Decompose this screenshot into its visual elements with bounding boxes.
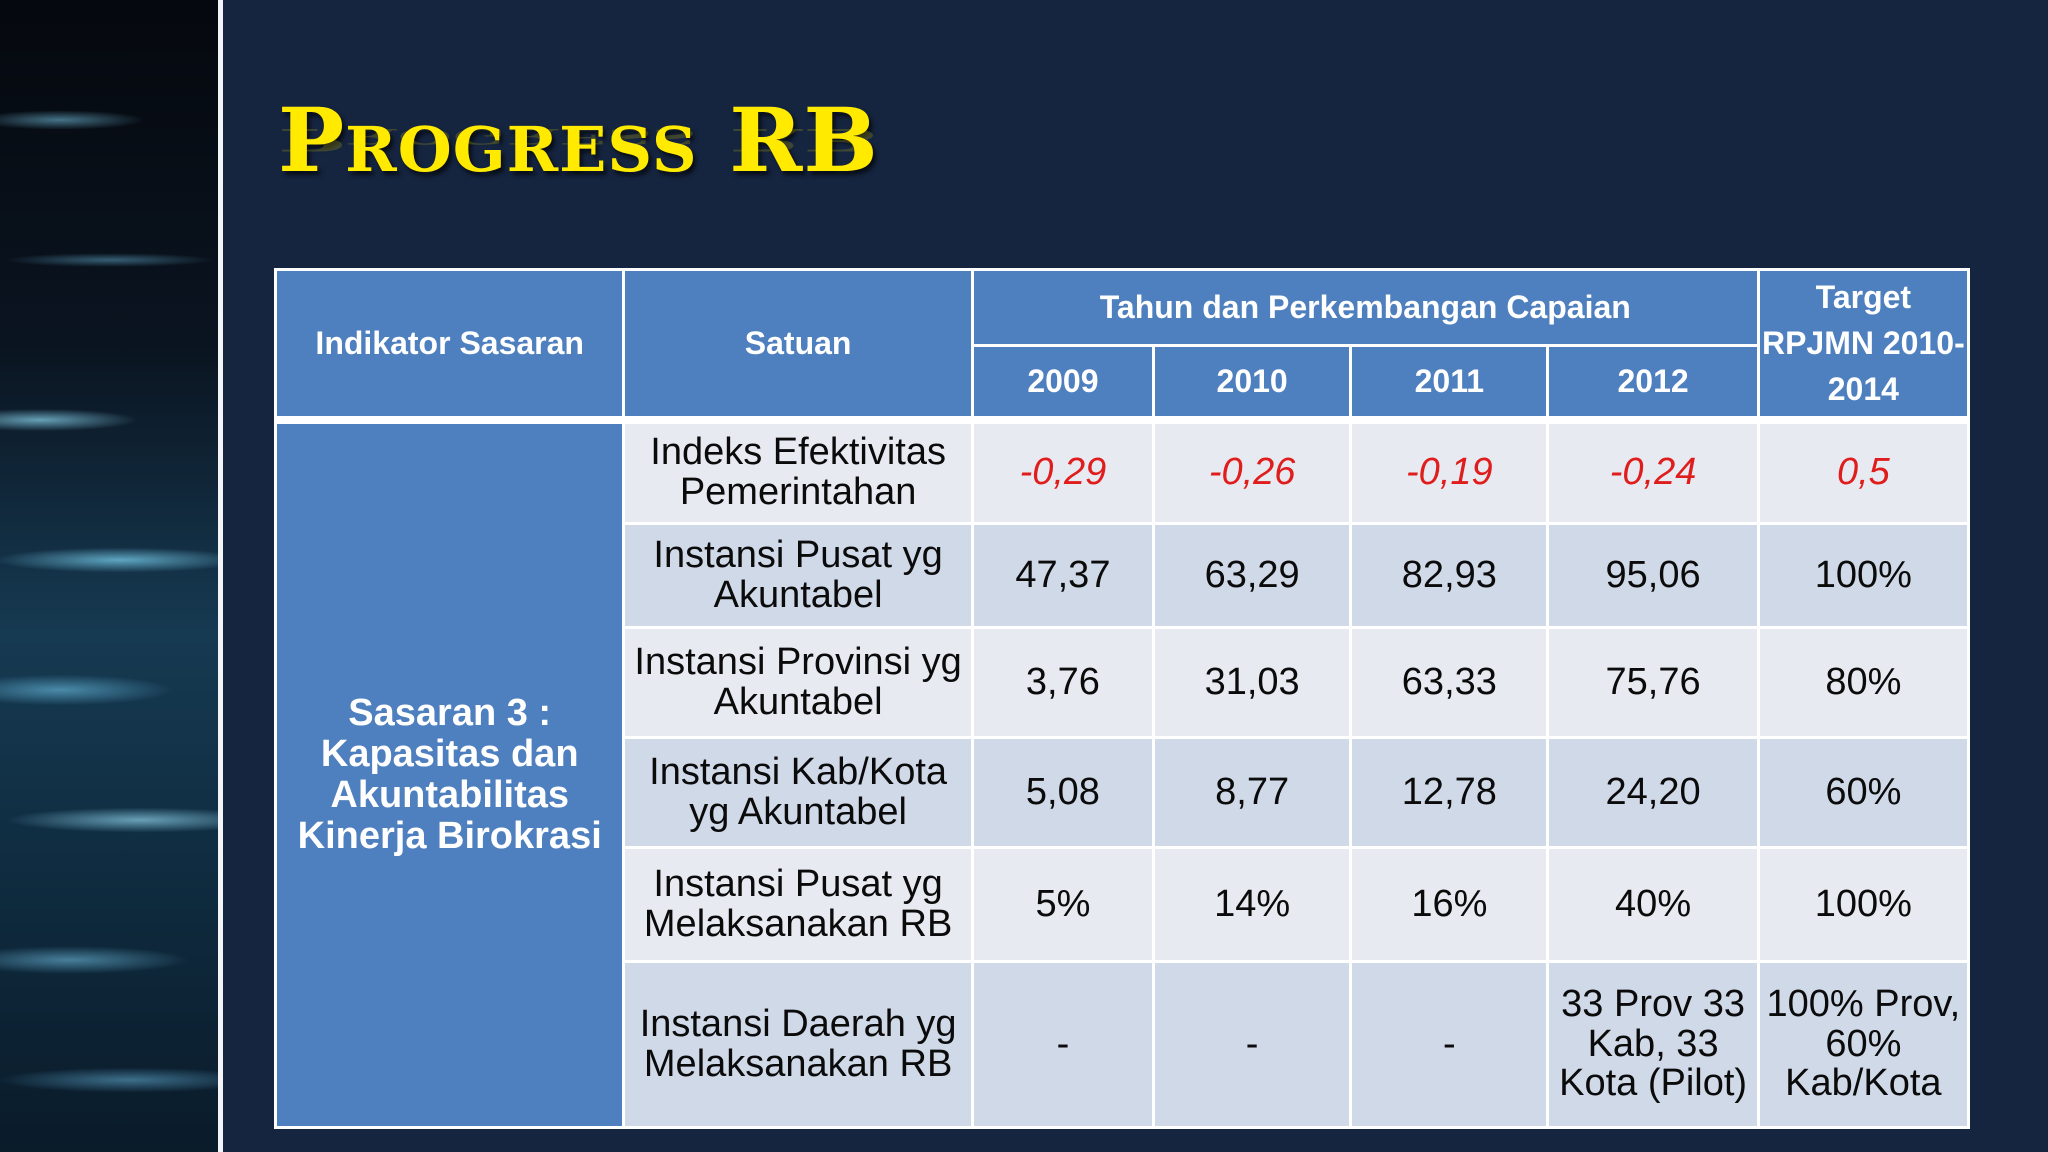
row-value-2012: 24,20 [1546,736,1760,849]
row-value-2011: 16% [1349,846,1550,963]
row-indikator: Instansi Provinsi yg Akuntabel [622,626,974,739]
header-indikator: Indikator Sasaran [273,268,626,421]
slide-title: Progress RB [278,88,879,192]
header-year-2012: 2012 [1546,344,1760,421]
row-target: 80% [1756,626,1971,739]
row-value-2012: -0,24 [1546,415,1760,525]
row-indikator: Instansi Kab/Kota yg Akuntabel [622,736,974,849]
row-value-2010: 31,03 [1152,626,1353,739]
row-indikator: Instansi Daerah yg Melaksanakan RB [622,960,974,1129]
row-value-2012: 75,76 [1546,626,1760,739]
row-value-2010: - [1152,960,1353,1129]
row-target: 100% Prov, 60% Kab/Kota [1756,960,1971,1129]
row-value-2010: 63,29 [1152,522,1353,629]
header-year-2010: 2010 [1152,344,1353,421]
row-value-2010: 8,77 [1152,736,1353,849]
decorative-water-strip [0,0,218,1152]
row-target: 60% [1756,736,1971,849]
row-value-2011: 82,93 [1349,522,1550,629]
group-label-sasaran-3: Sasaran 3 : Kapasitas dan Akuntabilitas … [273,415,626,1129]
row-value-2009: 5,08 [970,736,1156,849]
row-value-2009: -0,29 [970,415,1156,525]
row-value-2011: 12,78 [1349,736,1550,849]
table-row: Sasaran 3 : Kapasitas dan Akuntabilitas … [273,415,1971,1129]
row-value-2009: 5% [970,846,1156,963]
row-value-2009: 47,37 [970,522,1156,629]
header-year-2009: 2009 [970,344,1156,421]
table-row: Instansi Pusat yg Akuntabel 47,37 63,29 … [276,522,1971,629]
row-target: 0,5 [1756,415,1971,525]
table-row: Instansi Daerah yg Melaksanakan RB - - -… [276,960,1971,1129]
row-value-2011: 63,33 [1349,626,1550,739]
header-target: Target RPJMN 2010-2014 [1756,268,1971,421]
row-value-2012: 33 Prov 33 Kab, 33 Kota (Pilot) [1546,960,1760,1129]
row-value-2009: - [970,960,1156,1129]
row-indikator: Indeks Efektivitas Pemerintahan [622,415,974,525]
row-value-2011: -0,19 [1349,415,1550,525]
table-row: Instansi Pusat yg Melaksanakan RB 5% 14%… [276,846,1971,963]
row-value-2012: 40% [1546,846,1760,963]
row-value-2012: 95,06 [1546,522,1760,629]
table-row: Instansi Provinsi yg Akuntabel 3,76 31,0… [276,626,1971,739]
row-target: 100% [1756,522,1971,629]
row-value-2010: 14% [1152,846,1353,963]
row-indikator: Instansi Pusat yg Akuntabel [622,522,974,629]
title-reflection: Progress RB [278,121,879,158]
vertical-divider [218,0,223,1152]
row-value-2010: -0,26 [1152,415,1353,525]
row-indikator: Instansi Pusat yg Melaksanakan RB [622,846,974,963]
progress-table: Indikator Sasaran Satuan Tahun dan Perke… [273,268,1971,1129]
table-row: Instansi Kab/Kota yg Akuntabel 5,08 8,77… [276,736,1971,849]
header-year-2011: 2011 [1349,344,1550,421]
header-tahun-group: Tahun dan Perkembangan Capaian [970,268,1760,347]
row-target: 100% [1756,846,1971,963]
header-satuan: Satuan [622,268,974,421]
row-value-2009: 3,76 [970,626,1156,739]
row-value-2011: - [1349,960,1550,1129]
